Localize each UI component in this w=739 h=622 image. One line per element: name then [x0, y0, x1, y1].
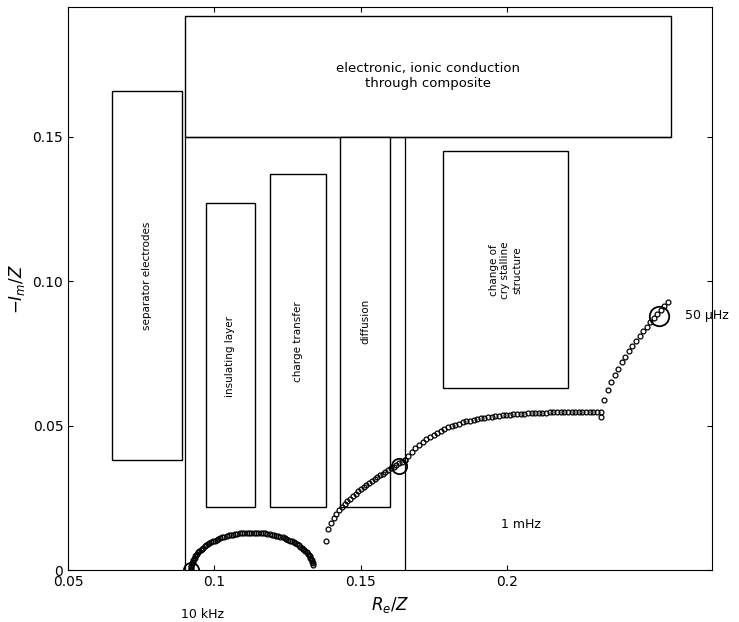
- Text: charge transfer: charge transfer: [293, 302, 303, 383]
- Text: change of
cry stalline
structure: change of cry stalline structure: [489, 241, 522, 299]
- X-axis label: $R_e/Z$: $R_e/Z$: [371, 595, 409, 615]
- Text: electronic, ionic conduction
through composite: electronic, ionic conduction through com…: [336, 62, 520, 90]
- Bar: [340, 137, 390, 506]
- Text: 50 μHz: 50 μHz: [685, 310, 729, 322]
- Bar: [205, 203, 256, 506]
- Bar: [270, 174, 326, 506]
- Text: 10 kHz: 10 kHz: [181, 608, 224, 621]
- Text: diffusion: diffusion: [360, 299, 370, 345]
- Text: 1 mHz: 1 mHz: [501, 518, 541, 531]
- Bar: [112, 91, 183, 460]
- Bar: [185, 16, 671, 137]
- Text: insulating layer: insulating layer: [225, 316, 236, 397]
- Bar: [443, 151, 568, 388]
- Text: separator electrodes: separator electrodes: [142, 221, 152, 330]
- Y-axis label: $-I_m/Z$: $-I_m/Z$: [7, 264, 27, 313]
